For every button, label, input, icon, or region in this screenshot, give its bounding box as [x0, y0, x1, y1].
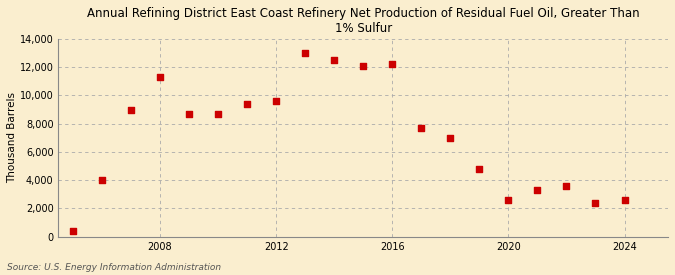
- Point: [532, 188, 543, 192]
- Point: [474, 167, 485, 171]
- Point: [271, 99, 281, 103]
- Point: [97, 178, 107, 182]
- Point: [619, 198, 630, 202]
- Point: [416, 126, 427, 130]
- Point: [329, 58, 340, 62]
- Point: [387, 62, 398, 67]
- Point: [184, 112, 194, 116]
- Point: [242, 102, 252, 106]
- Point: [358, 64, 369, 68]
- Point: [213, 112, 223, 116]
- Point: [503, 198, 514, 202]
- Point: [445, 136, 456, 140]
- Title: Annual Refining District East Coast Refinery Net Production of Residual Fuel Oil: Annual Refining District East Coast Refi…: [87, 7, 640, 35]
- Point: [68, 229, 78, 233]
- Y-axis label: Thousand Barrels: Thousand Barrels: [7, 92, 17, 183]
- Point: [155, 75, 165, 79]
- Point: [590, 200, 601, 205]
- Text: Source: U.S. Energy Information Administration: Source: U.S. Energy Information Administ…: [7, 263, 221, 272]
- Point: [561, 184, 572, 188]
- Point: [300, 51, 310, 55]
- Point: [126, 107, 136, 112]
